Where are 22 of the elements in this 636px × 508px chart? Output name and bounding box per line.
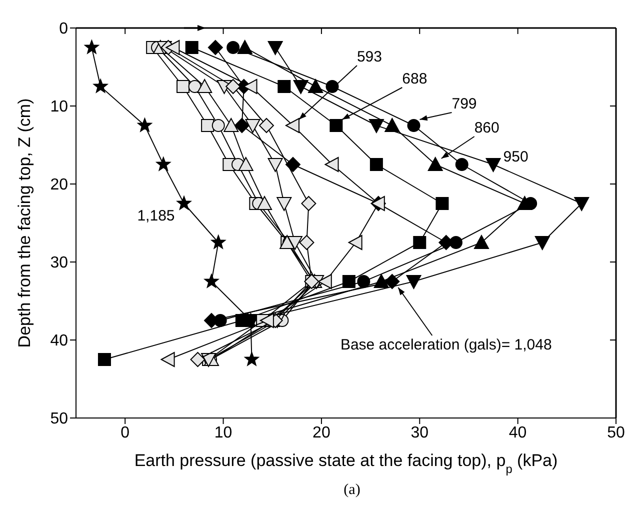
y-tick-label: 20 [50, 176, 68, 194]
x-tick-label: 30 [410, 424, 429, 442]
annotation: 950 [503, 148, 528, 166]
x-tick-label: 40 [508, 424, 527, 442]
y-tick-label: 40 [50, 332, 68, 350]
annotation: 1,185 [137, 208, 175, 224]
x-axis-title: Earth pressure (passive state at the facing top), p$_{p}$ (kPa) [134, 451, 558, 476]
annotation: 860 [474, 120, 500, 136]
annotation: 688 [402, 70, 428, 88]
annotation: 799 [452, 96, 477, 112]
y-tick-label: 10 [50, 98, 68, 116]
annotation: 593 [356, 48, 382, 66]
text: (a) [342, 482, 362, 499]
x-tick-label: 50 [607, 424, 625, 442]
y-axis-title: Depth from the facing top, Z (cm) [15, 98, 34, 348]
x-tick-label: 20 [312, 424, 330, 442]
x-tick-label: 10 [214, 424, 232, 442]
x-tick-label: 0 [120, 424, 130, 442]
y-tick-label: 0 [59, 20, 68, 38]
y-tick-label: 30 [50, 254, 68, 272]
annotation: Base acceleration (gals)= 1,048 [340, 336, 552, 354]
y-tick-label: 50 [50, 410, 68, 428]
